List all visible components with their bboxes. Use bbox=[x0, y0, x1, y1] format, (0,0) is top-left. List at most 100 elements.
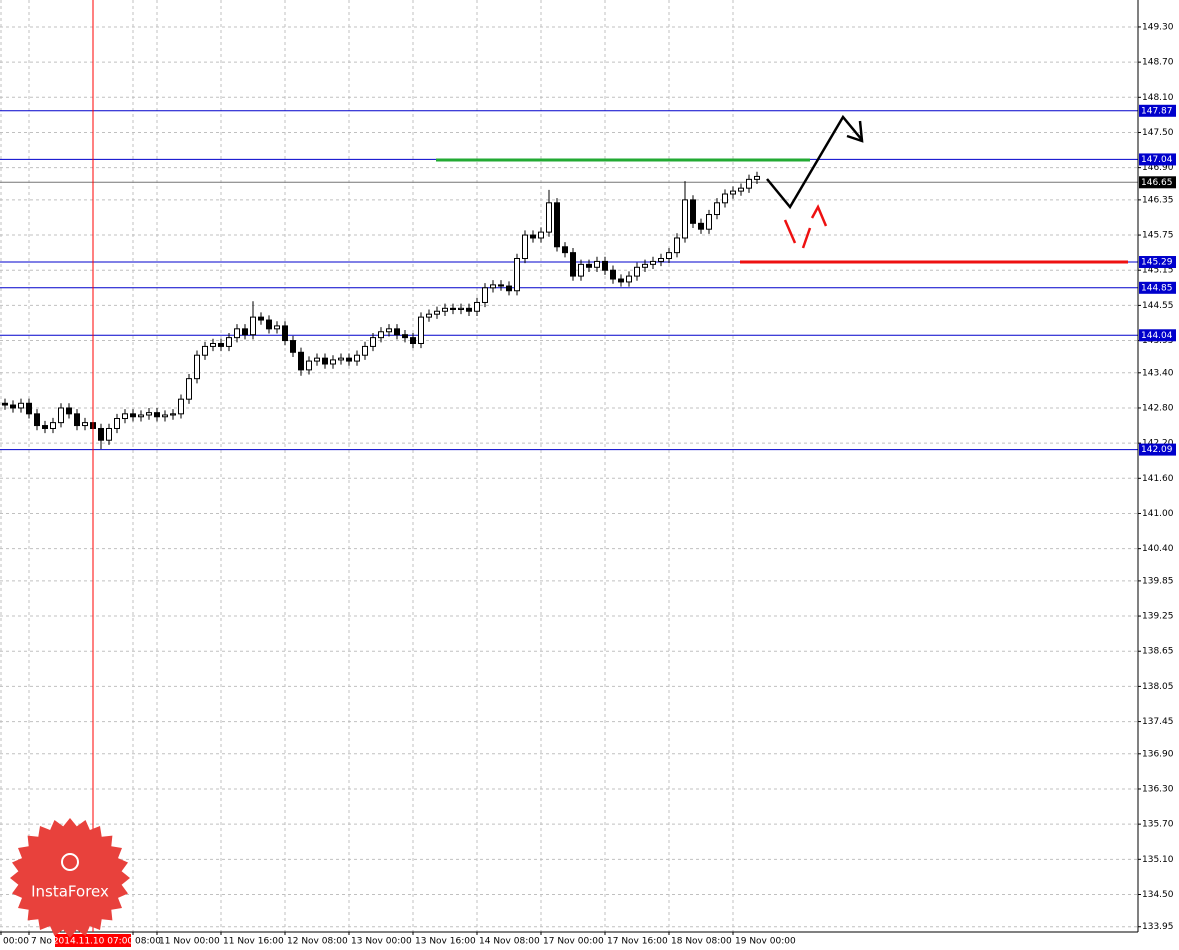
candle-body bbox=[282, 325, 288, 342]
candle-body bbox=[314, 357, 320, 362]
candle-body bbox=[754, 175, 760, 180]
x-tick-label: 11 Nov 00:00 bbox=[159, 937, 220, 947]
y-tick-label: 135.10 bbox=[1142, 855, 1174, 865]
y-tick-label: 141.00 bbox=[1142, 509, 1174, 519]
candle-body bbox=[642, 263, 648, 268]
candle-body bbox=[690, 199, 696, 224]
candle-body bbox=[226, 337, 232, 347]
candle-body bbox=[330, 359, 336, 365]
candle-body bbox=[666, 252, 672, 259]
alt-arrow bbox=[801, 227, 812, 249]
grid bbox=[0, 0, 1138, 932]
candle-body bbox=[426, 313, 432, 318]
logo: InstaForex bbox=[10, 818, 130, 938]
y-tick-label: 149.30 bbox=[1142, 22, 1174, 32]
level-label: 142.09 bbox=[1141, 445, 1173, 455]
candle-body bbox=[450, 307, 456, 310]
candle-body bbox=[162, 414, 168, 418]
candle-body bbox=[626, 275, 632, 283]
candle-body bbox=[26, 402, 32, 415]
x-tick-label: 11 Nov 16:00 bbox=[223, 937, 284, 947]
candle-body bbox=[274, 325, 280, 330]
candle-body bbox=[498, 284, 504, 287]
y-tick-label: 140.40 bbox=[1142, 544, 1174, 554]
x-tick-label: 19 Nov 00:00 bbox=[735, 937, 796, 947]
candle-body bbox=[570, 252, 576, 277]
candle-body bbox=[610, 269, 616, 280]
candle-body bbox=[418, 316, 424, 344]
forecast-arrow bbox=[766, 114, 863, 210]
candle-body bbox=[322, 357, 328, 365]
y-tick-label: 139.25 bbox=[1142, 612, 1174, 622]
candle-body bbox=[10, 404, 16, 409]
candle-body bbox=[618, 278, 624, 283]
candle-body bbox=[394, 328, 400, 336]
x-tick-label: 14 Nov 08:00 bbox=[479, 937, 540, 947]
overlay: 147.87 147.04 145.29 144.85 144.04 142.09 146.… bbox=[53, 0, 1176, 947]
x-tick-label: 18 Nov 08:00 bbox=[671, 937, 732, 947]
y-tick-label: 144.55 bbox=[1142, 301, 1174, 311]
candle-body bbox=[250, 316, 256, 336]
level-box bbox=[1139, 256, 1176, 269]
x-tick-label: 13 Nov 00:00 bbox=[351, 937, 412, 947]
logo-badge bbox=[10, 818, 130, 938]
candle-body bbox=[170, 413, 176, 416]
annotations bbox=[436, 114, 1128, 264]
x-tick-label: 17 Nov 16:00 bbox=[607, 937, 668, 947]
level-box bbox=[1139, 104, 1176, 117]
candle-body bbox=[114, 418, 120, 429]
forecast-arrow-head bbox=[846, 120, 864, 143]
candle-body bbox=[578, 263, 584, 277]
candle-body bbox=[386, 328, 392, 333]
candle-body bbox=[298, 351, 304, 371]
level-box bbox=[1139, 281, 1176, 294]
candle-body bbox=[202, 345, 208, 356]
candle-body bbox=[338, 357, 344, 361]
axis-labels: 149.30 148.70 148.10 147.50 146.90 146.35 145.… bbox=[0, 22, 1174, 947]
cursor-label: 2014.11.10 07:00 bbox=[53, 937, 134, 947]
y-tick-label: 138.65 bbox=[1142, 647, 1174, 657]
x-tick-label: 13 Nov 16:00 bbox=[415, 937, 476, 947]
candle-body bbox=[634, 266, 640, 277]
y-tick-label: 136.90 bbox=[1142, 749, 1174, 759]
level-label: 145.29 bbox=[1141, 258, 1173, 268]
y-tick-label: 146.90 bbox=[1142, 163, 1174, 173]
candle-body bbox=[74, 413, 80, 427]
level-label: 144.85 bbox=[1141, 283, 1173, 293]
x-tick-label: 7 No bbox=[31, 937, 52, 947]
candle-body bbox=[514, 257, 520, 292]
y-tick-label: 134.50 bbox=[1142, 890, 1174, 900]
candle-body bbox=[106, 427, 112, 441]
y-tick-label: 141.60 bbox=[1142, 474, 1174, 484]
candle-body bbox=[138, 414, 144, 418]
candle-body bbox=[130, 413, 136, 418]
candle-body bbox=[490, 284, 496, 289]
y-tick-label: 138.05 bbox=[1142, 682, 1174, 692]
candle-body bbox=[42, 425, 48, 429]
candle-body bbox=[378, 331, 384, 339]
candle-body bbox=[154, 412, 160, 418]
candle-body bbox=[218, 342, 224, 347]
candle-body bbox=[746, 178, 752, 189]
candle-body bbox=[178, 398, 184, 415]
candle-body bbox=[474, 301, 480, 312]
candle-body bbox=[242, 328, 248, 336]
candle-body bbox=[674, 237, 680, 254]
candle-body bbox=[370, 337, 376, 347]
candle-body bbox=[650, 260, 656, 265]
level-box bbox=[1139, 443, 1176, 456]
y-tick-label: 145.15 bbox=[1142, 266, 1174, 276]
candle-body bbox=[210, 342, 216, 347]
candle-body bbox=[402, 334, 408, 339]
candle-body bbox=[98, 427, 104, 441]
y-tick-label: 133.95 bbox=[1142, 922, 1174, 932]
level-box bbox=[1139, 153, 1176, 166]
candle-body bbox=[82, 422, 88, 427]
candle-body bbox=[2, 402, 8, 406]
alt-arrow-head bbox=[810, 204, 828, 227]
y-tick-label: 145.75 bbox=[1142, 231, 1174, 241]
candle-body bbox=[594, 260, 600, 268]
x-tick-label: 00:00 bbox=[3, 937, 29, 947]
candle-body bbox=[714, 202, 720, 216]
